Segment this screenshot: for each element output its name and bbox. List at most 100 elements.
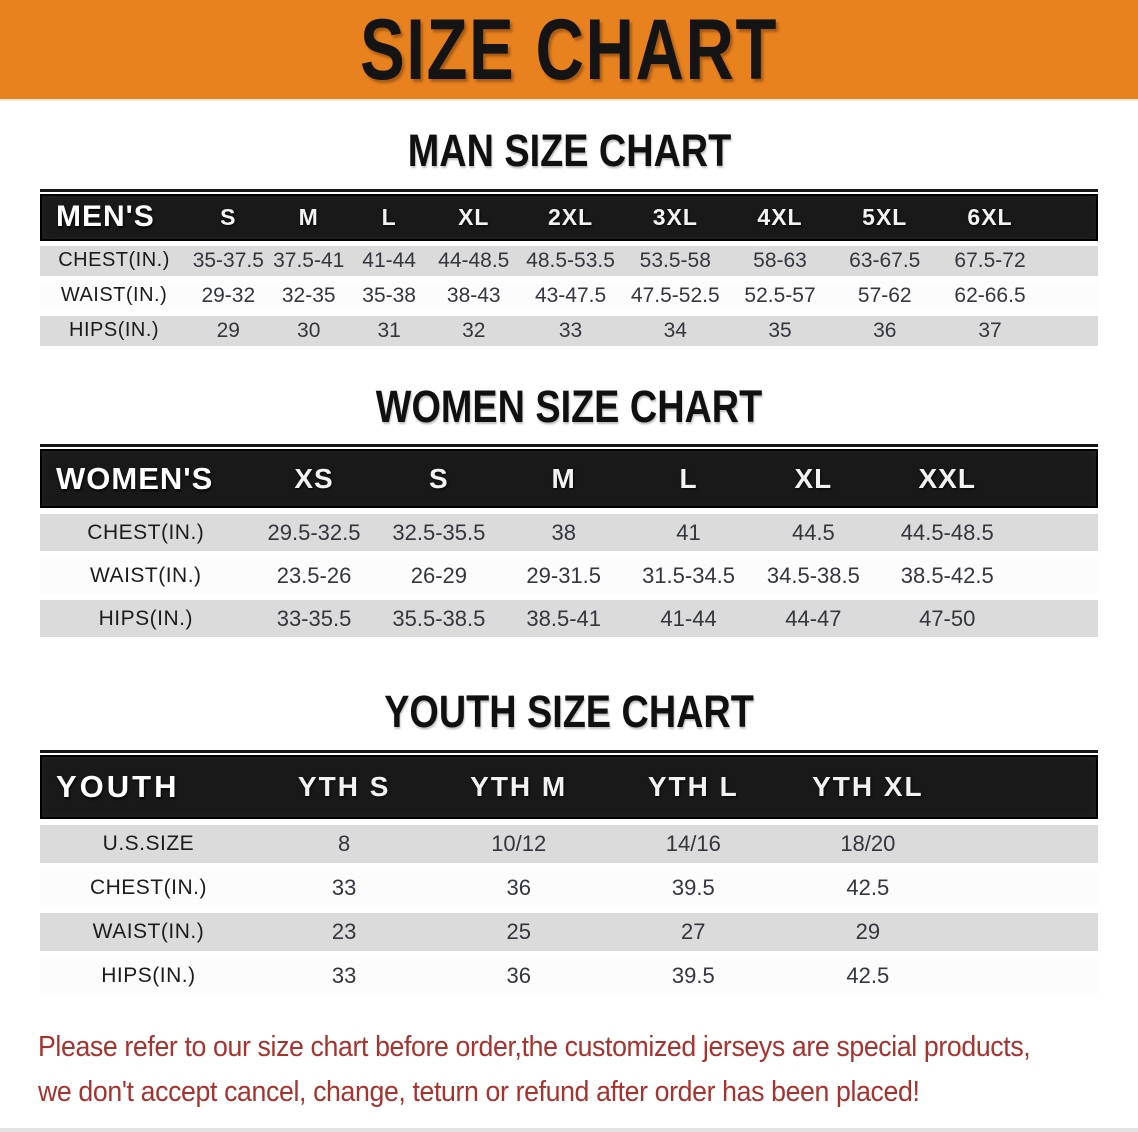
- measurement-label: WAIST(IN.): [90, 563, 202, 587]
- size-value: 33: [331, 874, 357, 900]
- size-column-header: 5XL: [862, 203, 908, 230]
- size-value: 33-35.5: [276, 605, 352, 631]
- measurement-label: HIPS(IN.): [101, 963, 196, 987]
- size-value: 10/12: [491, 830, 547, 856]
- size-value: 32-35: [281, 283, 336, 307]
- size-value: 37.5-41: [273, 248, 345, 272]
- measurement-label: CHEST(IN.): [58, 249, 170, 271]
- size-column-header: XS: [294, 462, 334, 494]
- size-value: 32: [462, 318, 486, 342]
- measurement-label: CHEST(IN.): [87, 520, 205, 544]
- size-value: 27: [681, 918, 706, 944]
- title-banner: SIZE CHART: [0, 0, 1138, 101]
- disclaimer-line-1: Please refer to our size chart before or…: [38, 1030, 1031, 1063]
- youth-size-table: YOUTH YTH S YTH M YTH L YTH XL U.S.SIZE 8 10/12…: [40, 749, 1098, 995]
- youth-measurement-row: CHEST(IN.) 33 36 39.5 42.5: [40, 868, 1098, 907]
- measurement-label: CHEST(IN.): [89, 875, 207, 899]
- size-value: 34: [663, 318, 687, 342]
- men-measurement-row: HIPS(IN.) 29 30 31 32 33 34 35 36 37: [40, 315, 1098, 346]
- disclaimer-text: Please refer to our size chart before or…: [38, 1025, 1138, 1115]
- size-value: 35-37.5: [192, 248, 264, 272]
- disclaimer-line-2: we don't accept cancel, change, teturn o…: [38, 1075, 920, 1108]
- youth-measurement-row: HIPS(IN.) 33 36 39.5 42.5: [40, 956, 1098, 995]
- size-value: 44-48.5: [438, 248, 510, 272]
- size-value: 38-43: [446, 283, 501, 307]
- size-value: 62-66.5: [954, 283, 1026, 307]
- size-value: 25: [506, 918, 531, 944]
- size-value: 37: [978, 318, 1002, 342]
- page-title: SIZE CHART: [359, 1, 779, 98]
- size-value: 43-47.5: [534, 283, 607, 307]
- measurement-label: WAIST(IN.): [60, 284, 168, 306]
- size-value: 38.5-41: [526, 605, 602, 631]
- size-value: 29: [855, 918, 881, 944]
- size-value: 41: [676, 519, 701, 545]
- measurement-label: WAIST(IN.): [92, 919, 205, 943]
- size-column-header: XL: [458, 203, 490, 230]
- youth-group-label: YOUTH: [56, 768, 180, 804]
- men-chart-heading: MAN SIZE CHART: [0, 0, 1138, 176]
- size-value: 47-50: [919, 605, 976, 631]
- women-measurement-row: WAIST(IN.) 23.5-26 26-29 29-31.5 31.5-34.5 34…: [40, 557, 1098, 594]
- size-value: 23.5-26: [276, 562, 352, 588]
- size-value: 63-67.5: [849, 248, 921, 272]
- size-column-header: 3XL: [652, 203, 698, 230]
- size-value: 47.5-52.5: [630, 283, 720, 307]
- women-group-label: WOMEN'S: [56, 460, 214, 496]
- size-value: 35: [768, 318, 792, 342]
- size-column-header: XL: [794, 462, 833, 494]
- size-value: 42.5: [846, 962, 890, 988]
- size-column-header: M: [298, 203, 319, 230]
- size-value: 34.5-38.5: [766, 562, 860, 588]
- size-column-header: 6XL: [967, 203, 1013, 230]
- size-value: 39.5: [671, 962, 715, 988]
- size-column-header: XXL: [918, 462, 976, 494]
- size-value: 38: [551, 519, 576, 545]
- size-value: 38.5-42.5: [900, 562, 994, 588]
- size-value: 33: [331, 962, 357, 988]
- size-value: 41-44: [362, 248, 416, 272]
- size-column-header: M: [551, 462, 576, 494]
- size-value: 44-47: [785, 605, 842, 631]
- size-value: 52.5-57: [744, 283, 816, 307]
- women-measurement-row: HIPS(IN.) 33-35.5 35.5-38.5 38.5-41 41-44 44-…: [40, 600, 1098, 637]
- size-value: 48.5-53.5: [526, 248, 615, 272]
- size-column-header: 2XL: [547, 203, 594, 230]
- men-measurement-row: CHEST(IN.) 35-37.5 37.5-41 41-44 44-48.5 48.5…: [40, 245, 1098, 276]
- size-value: 32.5-35.5: [392, 519, 486, 545]
- image-bottom-edge: [0, 1128, 1138, 1132]
- men-header-row: MEN'S S M L XL 2XL 3XL 4XL 5XL 6XL: [40, 193, 1098, 241]
- size-column-header: L: [381, 203, 397, 230]
- measurement-label: HIPS(IN.): [69, 319, 160, 341]
- size-column-header: YTH S: [297, 770, 391, 802]
- size-value: 31.5-34.5: [642, 562, 736, 588]
- men-chart-heading-text: MAN SIZE CHART: [407, 125, 731, 176]
- size-column-header: YTH XL: [812, 770, 924, 802]
- men-size-table: MEN'S S M L XL 2XL 3XL 4XL 5XL 6XL CHEST(IN.) 35-37…: [40, 188, 1098, 346]
- size-column-header: S: [429, 462, 449, 494]
- size-value: 31: [377, 318, 401, 342]
- youth-measurement-row: U.S.SIZE 8 10/12 14/16 18/20: [40, 824, 1098, 863]
- measurement-label: U.S.SIZE: [102, 831, 195, 855]
- women-size-table: WOMEN'S XS S M L XL XXL CHEST(IN.) 29.5-32.5 32.5…: [40, 444, 1098, 637]
- women-header-row: WOMEN'S XS S M L XL XXL: [40, 449, 1098, 508]
- women-chart-heading: WOMEN SIZE CHART: [0, 346, 1138, 432]
- size-value: 35-38: [362, 283, 416, 307]
- size-value: 33: [558, 318, 583, 342]
- size-value: 36: [873, 318, 897, 342]
- size-value: 58-63: [753, 248, 807, 272]
- size-value: 57-62: [857, 283, 912, 307]
- size-value: 39.5: [671, 874, 715, 900]
- size-value: 36: [506, 874, 531, 900]
- size-value: 36: [506, 962, 531, 988]
- men-group-label: MEN'S: [56, 200, 155, 233]
- size-value: 44.5: [791, 519, 835, 545]
- size-value: 29.5-32.5: [267, 519, 361, 545]
- youth-chart-heading: YOUTH SIZE CHART: [0, 637, 1138, 737]
- size-column-header: L: [679, 462, 698, 494]
- size-value: 26-29: [410, 562, 467, 588]
- youth-chart-heading-text: YOUTH SIZE CHART: [384, 686, 754, 737]
- size-value: 23: [331, 918, 357, 944]
- youth-header-row: YOUTH YTH S YTH M YTH L YTH XL: [40, 754, 1098, 819]
